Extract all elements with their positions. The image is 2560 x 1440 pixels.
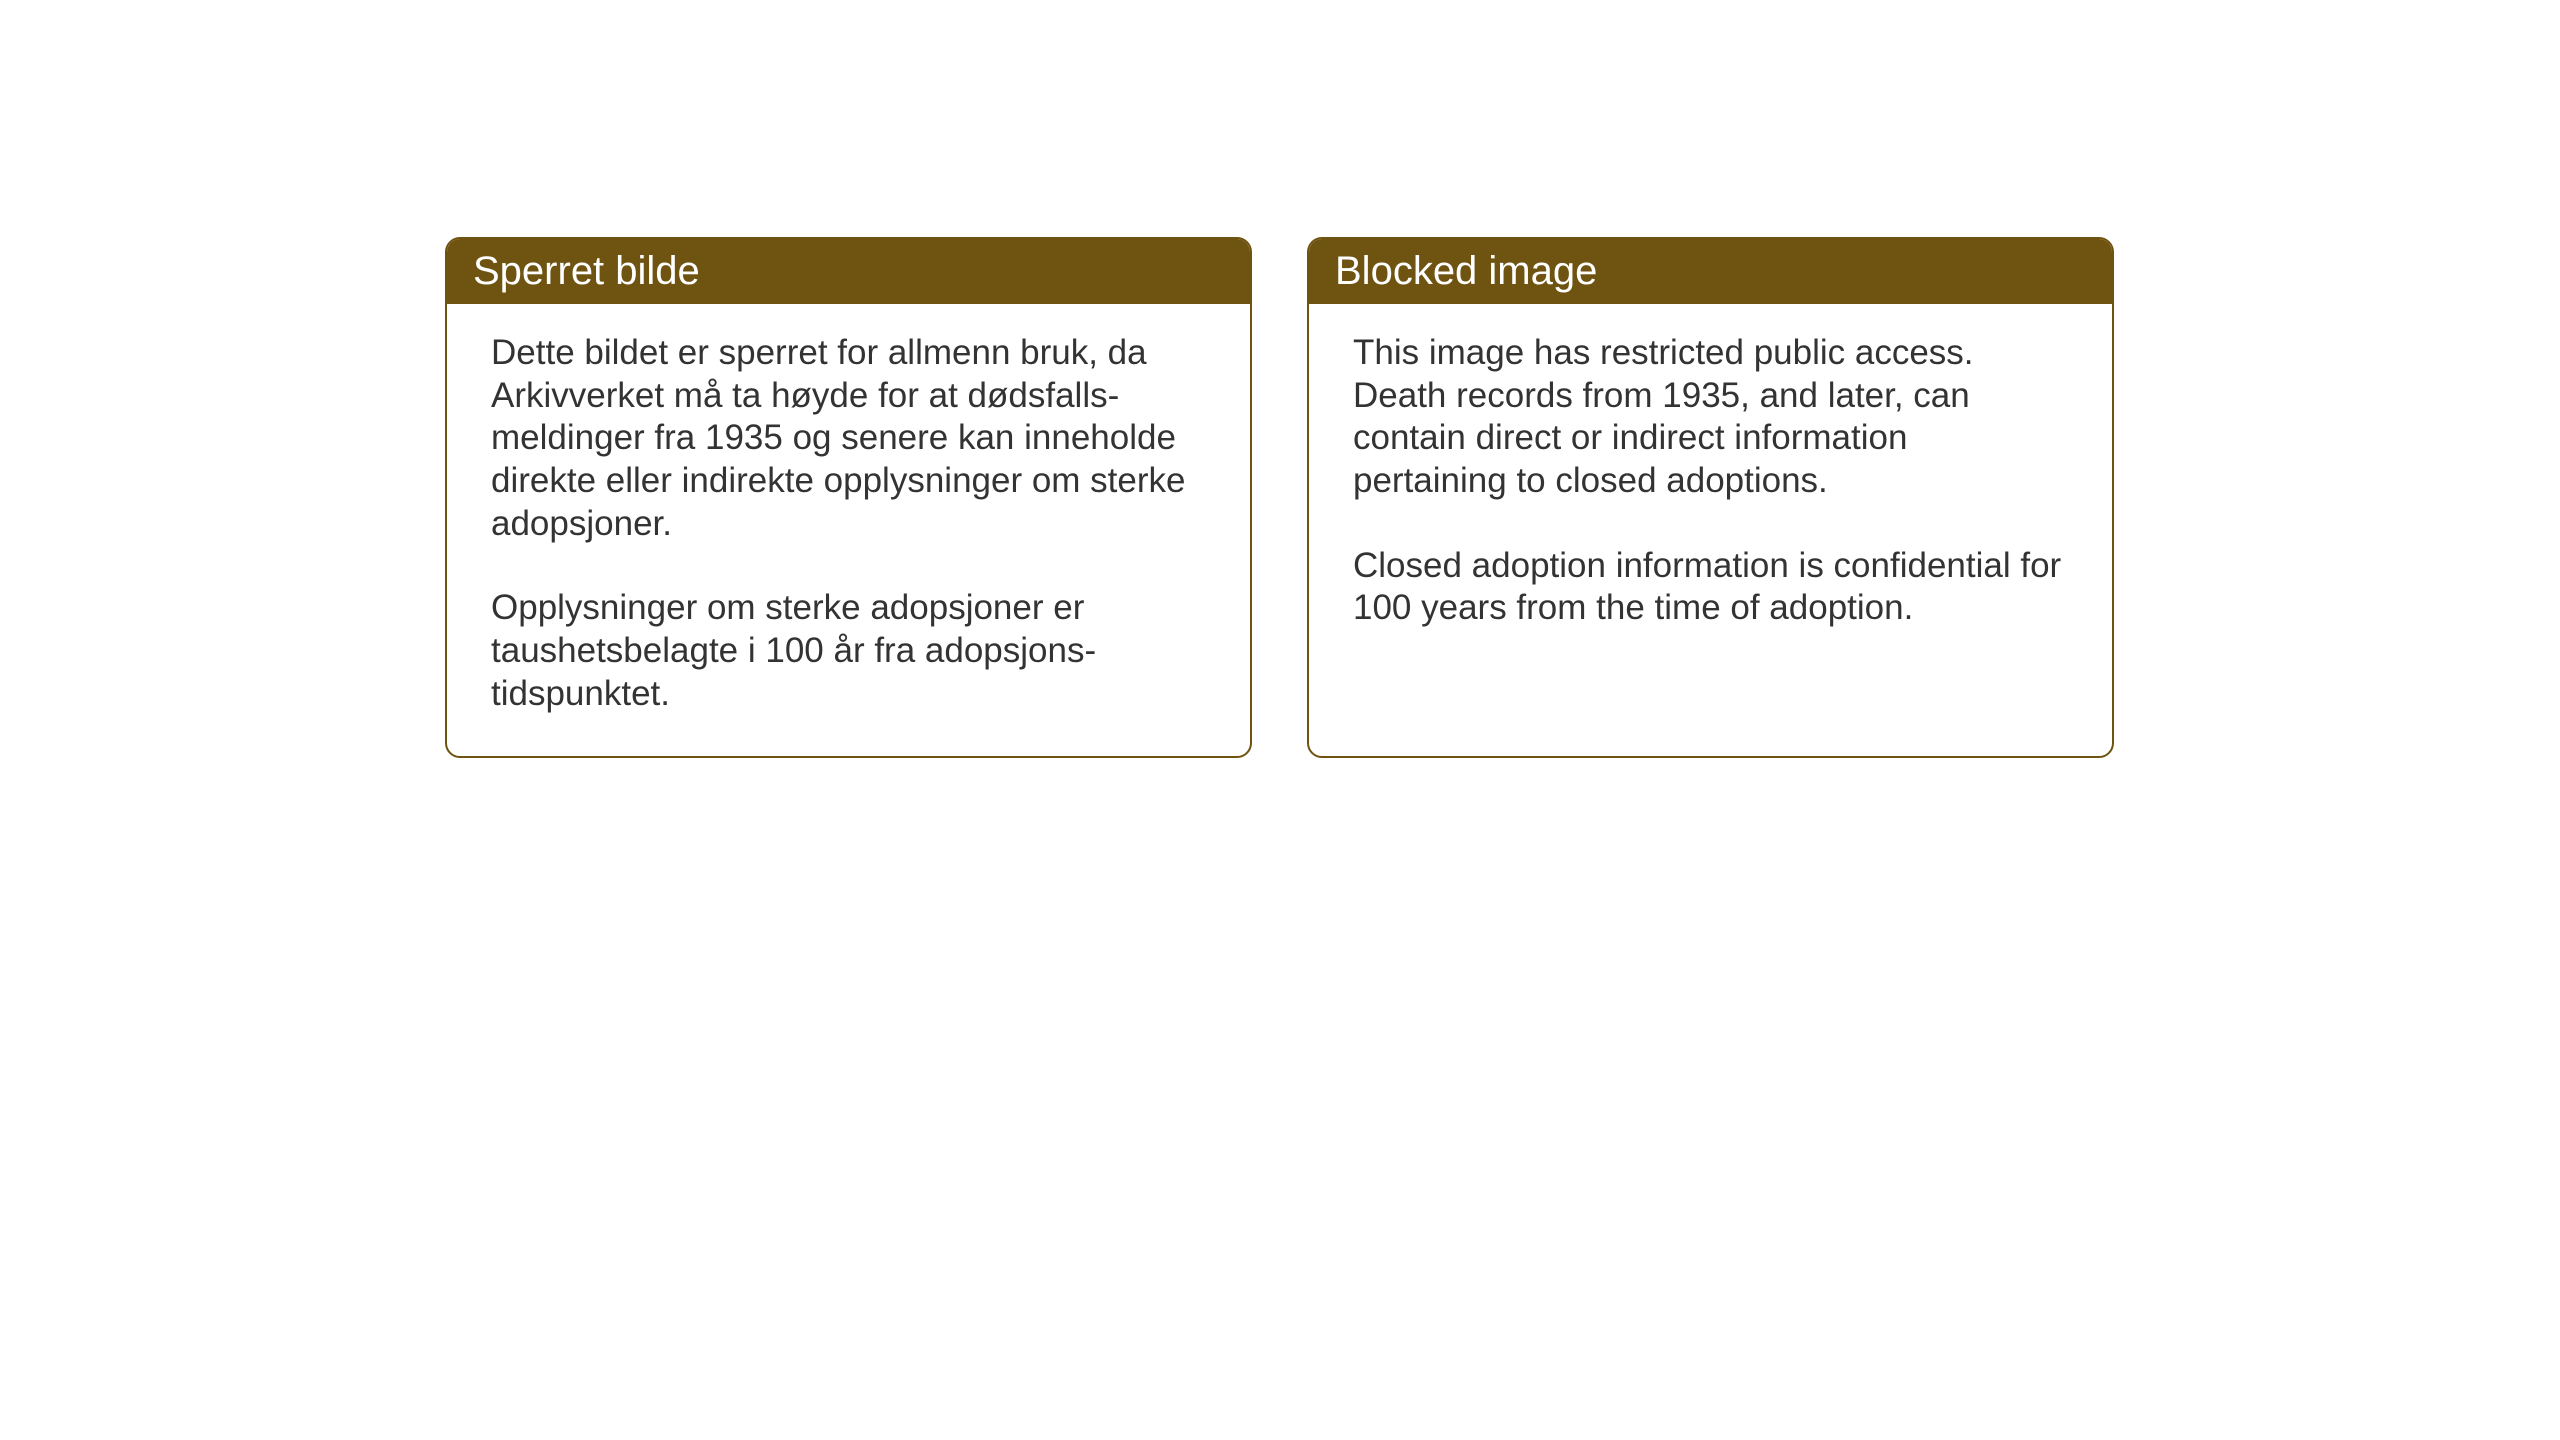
norwegian-paragraph-1: Dette bildet er sperret for allmenn bruk… [491, 332, 1206, 545]
english-card-header: Blocked image [1309, 239, 2112, 304]
english-paragraph-2: Closed adoption information is confident… [1353, 545, 2068, 630]
norwegian-card-header: Sperret bilde [447, 239, 1250, 304]
notice-container: Sperret bilde Dette bildet er sperret fo… [445, 237, 2114, 758]
norwegian-card-title: Sperret bilde [473, 249, 700, 293]
norwegian-paragraph-2: Opplysninger om sterke adopsjoner er tau… [491, 587, 1206, 715]
english-paragraph-1: This image has restricted public access.… [1353, 332, 2068, 503]
norwegian-notice-card: Sperret bilde Dette bildet er sperret fo… [445, 237, 1252, 758]
english-notice-card: Blocked image This image has restricted … [1307, 237, 2114, 758]
norwegian-card-body: Dette bildet er sperret for allmenn bruk… [447, 304, 1250, 756]
english-card-body: This image has restricted public access.… [1309, 304, 2112, 734]
english-card-title: Blocked image [1335, 249, 1597, 293]
